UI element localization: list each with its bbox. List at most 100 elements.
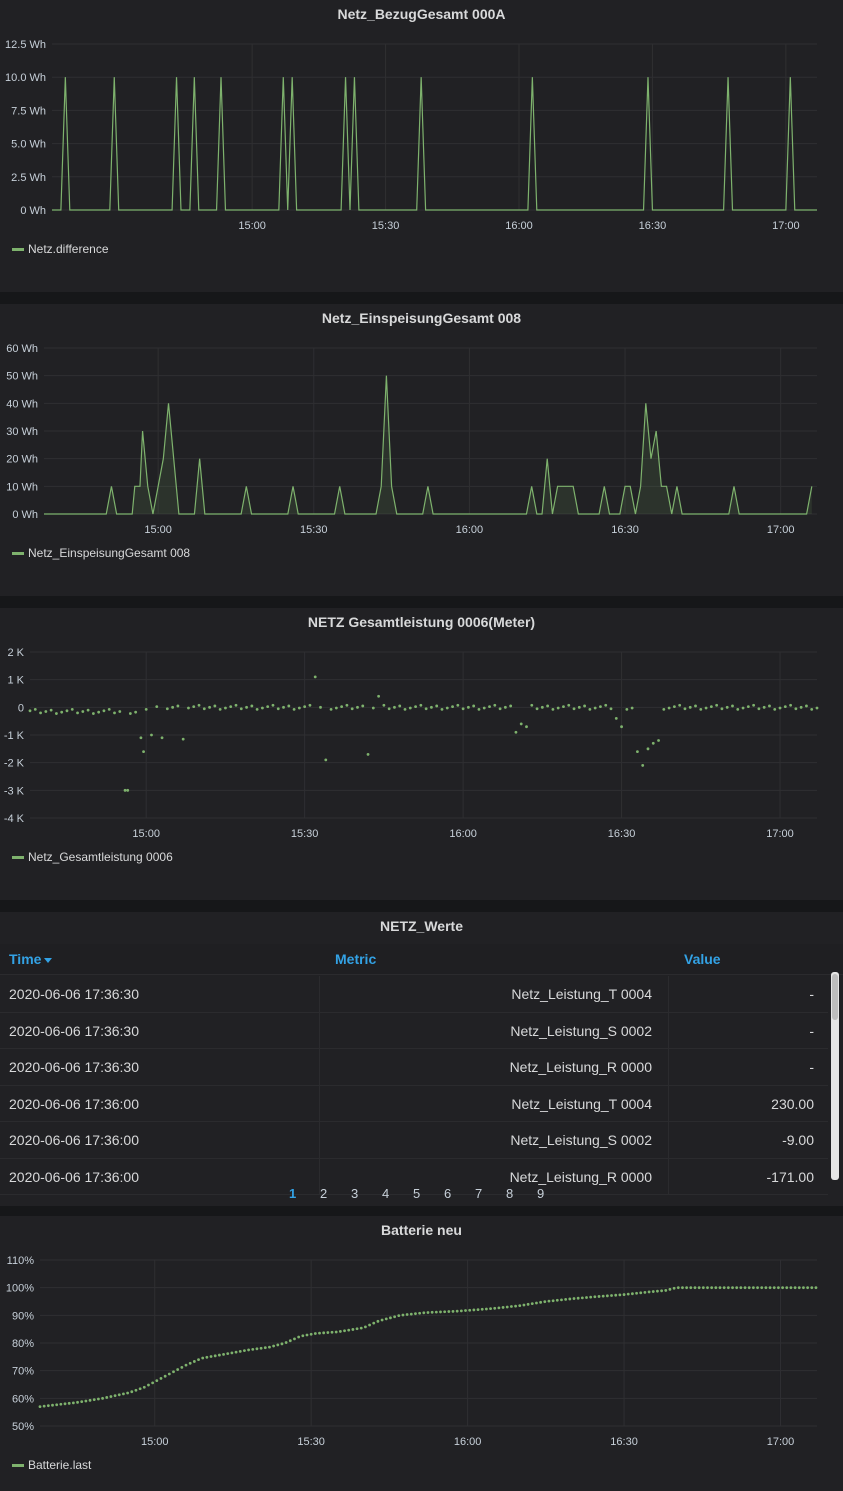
scrollbar-thumb[interactable] xyxy=(832,974,838,1020)
x-tick-label: 16:30 xyxy=(611,524,639,536)
panel-title[interactable]: Batterie neu xyxy=(381,1222,462,1238)
page-link-8[interactable]: 8 xyxy=(506,1186,514,1201)
table-row[interactable]: 2020-06-06 17:36:30 Netz_Leistung_T 0004 - xyxy=(0,976,828,1013)
data-point xyxy=(424,707,428,711)
data-point xyxy=(117,1393,121,1397)
data-point xyxy=(667,706,671,710)
table-row[interactable]: 2020-06-06 17:36:00 Netz_Leistung_T 0004 2… xyxy=(0,1085,828,1122)
data-point xyxy=(643,1290,647,1294)
data-point xyxy=(662,708,666,711)
data-point xyxy=(109,1395,113,1398)
data-point xyxy=(172,1370,175,1374)
table-row[interactable]: 2020-06-06 17:36:30 Netz_Leistung_R 0000 - xyxy=(0,1049,828,1086)
page-link-5[interactable]: 5 xyxy=(413,1186,421,1201)
data-point xyxy=(810,708,814,711)
page-link-1[interactable]: 1 xyxy=(289,1186,297,1201)
data-point xyxy=(384,1317,388,1321)
data-point xyxy=(151,1381,155,1385)
data-point xyxy=(88,1398,92,1402)
x-tick-label: 15:00 xyxy=(132,828,160,840)
page-link-2[interactable]: 2 xyxy=(320,1186,328,1201)
data-point xyxy=(60,710,64,714)
column-divider xyxy=(319,1049,320,1085)
data-point xyxy=(620,725,623,729)
data-point xyxy=(697,1286,701,1290)
data-point xyxy=(510,1305,513,1308)
data-point xyxy=(601,1294,605,1298)
data-point xyxy=(197,1358,200,1361)
scrollbar[interactable] xyxy=(831,972,839,1180)
cell-value: - xyxy=(809,1022,814,1039)
data-point xyxy=(464,1309,467,1312)
panel-title[interactable]: NETZ_Werte xyxy=(380,918,463,934)
data-point xyxy=(138,1387,142,1391)
data-point xyxy=(736,708,740,711)
x-tick-label: 16:00 xyxy=(449,828,477,840)
page-link-9[interactable]: 9 xyxy=(537,1186,545,1201)
page-link-3[interactable]: 3 xyxy=(351,1186,359,1201)
column-header-metric[interactable]: Metric xyxy=(335,951,377,967)
data-point xyxy=(630,706,634,710)
data-point xyxy=(80,1400,84,1404)
data-point xyxy=(393,1315,397,1319)
column-divider xyxy=(668,1085,669,1121)
data-point xyxy=(180,1365,184,1369)
legend-item[interactable]: Netz.difference xyxy=(12,242,109,256)
data-point xyxy=(350,707,354,711)
data-point xyxy=(609,707,613,711)
einspeisung-chart[interactable]: 0 Wh 10 Wh 20 Wh 30 Wh 40 Wh 50 Wh 60 Wh 15:00 1… xyxy=(0,304,843,544)
cell-time: 2020-06-06 17:36:00 xyxy=(9,1095,139,1112)
data-point xyxy=(461,707,465,711)
data-point xyxy=(472,1308,476,1312)
panel-title[interactable]: Netz_EinspeisungGesamt 008 xyxy=(321,310,522,326)
data-point xyxy=(389,1316,392,1320)
data-point xyxy=(44,710,48,713)
page-link-4[interactable]: 4 xyxy=(382,1186,390,1201)
column-header-value[interactable]: Value xyxy=(684,951,721,967)
data-point xyxy=(539,1300,543,1304)
legend-item[interactable]: Netz_EinspeisungGesamt 008 xyxy=(12,546,190,560)
data-point xyxy=(181,737,185,741)
panel-title[interactable]: Netz_BezugGesamt 000A xyxy=(337,6,506,22)
table-row[interactable]: 2020-06-06 17:36:00 Netz_Leistung_R 0000 -… xyxy=(0,1158,828,1195)
data-point xyxy=(222,1352,225,1356)
data-point xyxy=(107,708,111,711)
y-tick-label: 2 K xyxy=(7,647,24,659)
page-link-6[interactable]: 6 xyxy=(444,1186,452,1201)
data-point xyxy=(731,704,734,708)
panel-einspeisung: Netz_EinspeisungGesamt 008 0 Wh 10 Wh 20 W… xyxy=(0,304,843,596)
legend-item[interactable]: Netz_Gesamtleistung 0006 xyxy=(12,850,173,864)
bezug-chart[interactable]: 0 Wh 2.5 Wh 5.0 Wh 7.5 Wh 10.0 Wh 12.5 Wh 15:0… xyxy=(0,0,843,240)
data-point xyxy=(318,1331,321,1335)
data-point xyxy=(706,1286,709,1290)
data-point xyxy=(440,708,444,711)
data-point xyxy=(176,1368,180,1371)
column-divider xyxy=(668,1158,669,1194)
data-point xyxy=(715,703,719,707)
data-point xyxy=(171,705,175,709)
table-row[interactable]: 2020-06-06 17:36:00 Netz_Leistung_S 0002 -… xyxy=(0,1122,828,1159)
data-point xyxy=(656,1289,659,1293)
column-header-time[interactable]: Time xyxy=(9,951,53,967)
gesamtleistung-chart[interactable]: -4 K -3 K -2 K -1 K 0 1 K 2 K 15:00 15:30 16:00 16… xyxy=(0,608,843,848)
y-tick-label: 100% xyxy=(6,1283,34,1295)
panel-title[interactable]: NETZ Gesamtleistung 0006(Meter) xyxy=(307,614,536,630)
data-point xyxy=(280,1342,284,1346)
data-point xyxy=(647,1290,651,1294)
legend-item[interactable]: Batterie.last xyxy=(12,1458,91,1472)
data-point xyxy=(398,704,402,708)
column-divider xyxy=(668,976,669,1012)
y-tick-label: 5.0 Wh xyxy=(11,139,46,151)
column-divider xyxy=(319,1085,320,1121)
data-point xyxy=(718,1286,722,1290)
table-row[interactable]: 2020-06-06 17:36:30 Netz_Leistung_S 0002 - xyxy=(0,1012,828,1049)
data-point xyxy=(276,1343,280,1347)
data-point xyxy=(118,710,122,713)
data-point xyxy=(340,705,344,709)
data-point xyxy=(482,706,486,710)
batterie-chart[interactable]: 50% 60% 70% 80% 90% 100% 110% 15:00 15:30 16:00 16… xyxy=(0,1216,843,1454)
y-tick-label: 2.5 Wh xyxy=(11,172,46,184)
page-link-7[interactable]: 7 xyxy=(475,1186,483,1201)
data-point xyxy=(84,1399,88,1403)
data-point xyxy=(356,705,359,709)
